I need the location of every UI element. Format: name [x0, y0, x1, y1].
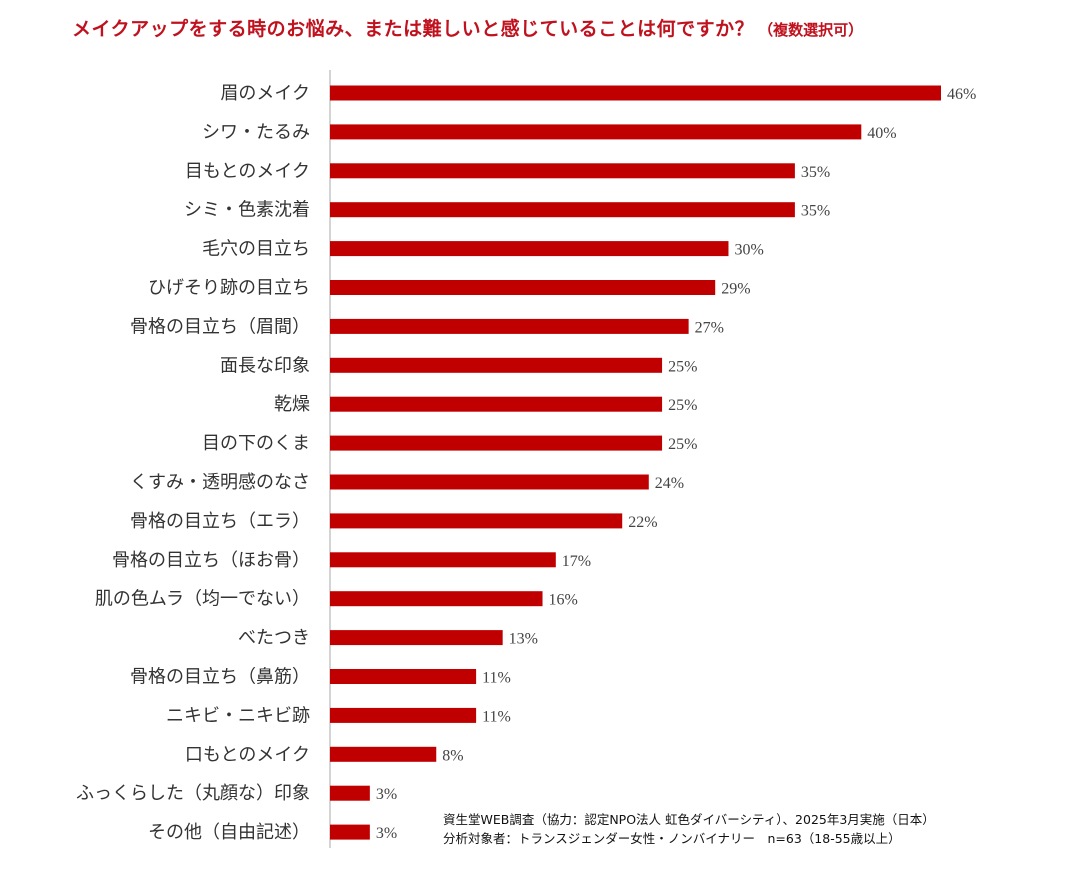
bar — [330, 474, 649, 490]
bar — [330, 163, 795, 179]
value-label: 40% — [867, 125, 896, 142]
category-label: シワ・たるみ — [202, 122, 310, 143]
value-label: 8% — [442, 747, 463, 764]
value-label: 16% — [549, 592, 578, 609]
bar — [330, 707, 477, 723]
bar — [330, 552, 556, 568]
category-label: ニキビ・ニキビ跡 — [166, 705, 310, 726]
category-label: ふっくらした（丸顔な）印象 — [76, 783, 310, 804]
value-label: 25% — [668, 436, 697, 453]
bar — [330, 124, 862, 140]
value-label: 3% — [376, 825, 397, 842]
category-label: 目の下のくま — [202, 433, 310, 454]
value-label: 11% — [482, 708, 511, 725]
value-label: 46% — [947, 86, 976, 103]
bar — [330, 202, 795, 218]
category-label: 骨格の目立ち（ほお骨） — [112, 550, 310, 571]
title-main: メイクアップをする時のお悩み、または難しいと感じていることは何ですか？ — [72, 18, 755, 40]
value-label: 11% — [482, 670, 511, 687]
category-label: 骨格の目立ち（鼻筋） — [130, 667, 310, 688]
category-label: シミ・色素沈着 — [184, 200, 310, 221]
value-label: 30% — [734, 242, 763, 259]
bar — [330, 824, 370, 840]
value-label: 17% — [562, 553, 591, 570]
category-label: その他（自由記述） — [148, 822, 310, 843]
category-label: ひげそり跡の目立ち — [148, 278, 310, 299]
bar — [330, 785, 370, 801]
bar — [330, 396, 663, 412]
category-label: 面長な印象 — [220, 355, 310, 376]
category-label: 毛穴の目立ち — [202, 239, 310, 260]
category-label: くすみ・透明感のなさ — [130, 472, 310, 493]
category-label: 目もとのメイク — [185, 161, 310, 182]
category-label: 口もとのメイク — [185, 744, 310, 765]
bar — [330, 591, 543, 607]
footnote-survey: 資生堂WEB調査（協力：認定NPO法人 虹色ダイバーシティ）、2025年3月実施… — [443, 812, 935, 827]
value-label: 24% — [655, 475, 684, 492]
value-label: 35% — [801, 164, 830, 181]
category-label: 眉のメイク — [220, 83, 310, 104]
category-label: 肌の色ムラ（均一でない） — [95, 589, 310, 610]
bar — [330, 513, 623, 529]
bar — [330, 746, 437, 762]
value-label: 13% — [509, 631, 538, 648]
value-label: 27% — [695, 319, 724, 336]
value-label: 3% — [376, 786, 397, 803]
bar — [330, 435, 663, 451]
category-label: 乾燥 — [274, 394, 310, 415]
footnote-sample: 分析対象者：トランスジェンダー女性・ノンバイナリー n=63（18-55歳以上） — [443, 831, 901, 846]
value-label: 35% — [801, 203, 830, 220]
bar — [330, 85, 941, 101]
bar — [330, 669, 477, 684]
bar — [330, 241, 729, 257]
value-label: 25% — [668, 397, 697, 414]
bar — [330, 280, 716, 295]
value-label: 29% — [721, 281, 750, 298]
category-label: 骨格の目立ち（眉間） — [130, 316, 310, 337]
category-label: 骨格の目立ち（エラ） — [130, 511, 310, 532]
chart-title: メイクアップをする時のお悩み、または難しいと感じていることは何ですか？ （複数選択… — [72, 14, 863, 41]
bar — [330, 630, 503, 646]
bar — [330, 318, 689, 334]
category-label: べたつき — [238, 628, 310, 649]
title-note: （複数選択可） — [758, 21, 864, 39]
bar — [330, 357, 663, 373]
value-label: 25% — [668, 358, 697, 375]
value-label: 22% — [628, 514, 657, 531]
